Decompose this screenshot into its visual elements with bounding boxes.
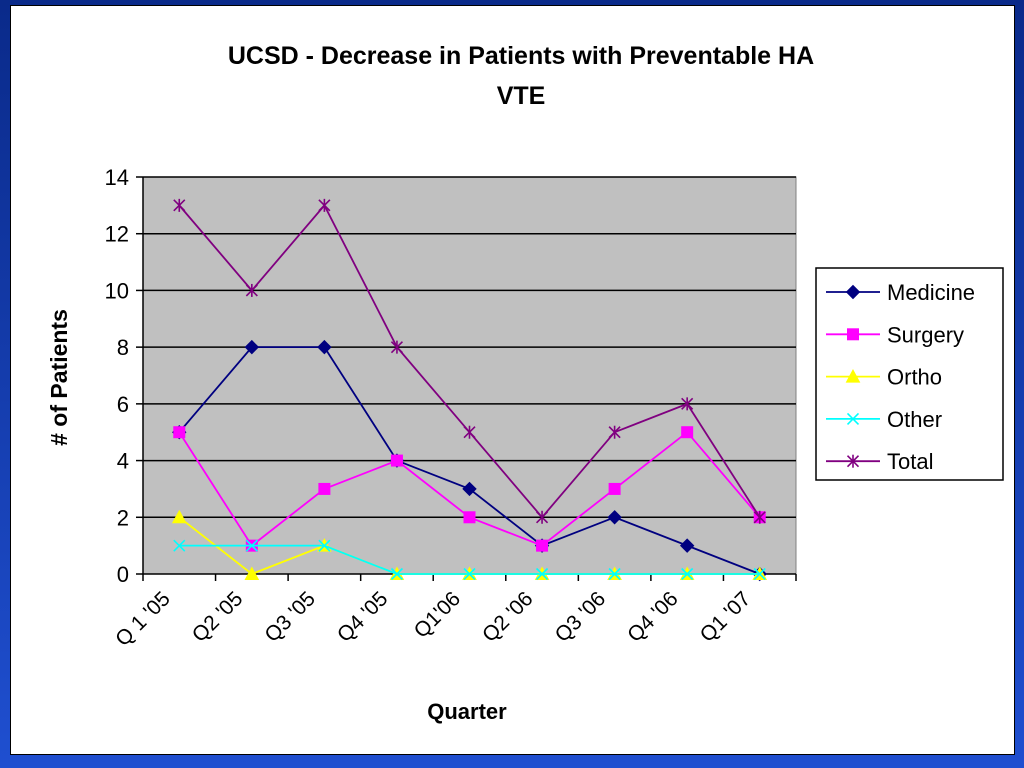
series-total-point [173,198,186,212]
series-total-point [463,425,476,439]
series-surgery-point [681,426,694,439]
series-surgery-point [536,539,549,552]
series-total-point [318,198,331,212]
series-total-point [535,510,549,524]
y-tick-label: 8 [117,335,129,360]
legend-item-ortho: Ortho [826,365,942,390]
series-other-point [753,567,766,581]
plot-area [142,176,797,575]
series-other-point [681,567,694,581]
series-total-point [245,283,258,297]
series-surgery-point [318,482,331,495]
x-tick-label: Q2 '06 [478,587,538,647]
series-other-point [173,539,186,552]
series-other [173,539,766,581]
x-mark-stroke [318,539,331,552]
legend-item-other: Other [826,407,942,432]
y-tick-label: 0 [117,562,129,587]
x-mark-stroke [535,567,549,581]
legend-swatch-marker [847,328,859,341]
y-tick-label: 6 [117,392,129,417]
x-tick-label: Q3 '05 [260,587,320,647]
series-medicine-point [607,510,622,525]
series-surgery-point [463,511,476,524]
y-tick-label: 10 [105,278,129,303]
series-ortho-point [171,509,187,524]
legend-item-surgery: Surgery [826,322,964,347]
series-medicine-point [679,538,695,553]
series-other-point [245,539,258,552]
legend-label-total: Total [887,449,933,474]
series-medicine-point [244,339,260,355]
x-mark-stroke [463,567,476,581]
legend-item-total: Total [826,449,933,474]
series-other-point [390,567,404,581]
series-other-point [535,567,549,581]
legend-swatch-marker [846,412,860,425]
series-other-point [463,567,476,581]
series-total [173,198,766,524]
series-total-point [681,397,694,411]
x-tick-label: Q4 '05 [333,587,393,647]
legend-label-other: Other [887,407,942,432]
x-tick-label: Q1'06 [410,587,465,642]
series-other-point [608,567,621,581]
x-mark-stroke [753,567,766,581]
series-other-point [318,539,331,552]
legend-swatch-marker [845,369,861,383]
series-surgery-point [173,426,186,439]
legend-label-medicine: Medicine [887,280,975,305]
series-total-point [608,425,621,439]
x-mark-stroke [173,539,186,552]
series-medicine-point [462,481,477,497]
chart-title: UCSD - Decrease in Patients with Prevent… [121,36,921,116]
legend-swatch-marker [845,284,861,300]
y-tick-label: 4 [117,449,129,474]
x-tick-label: Q3 '06 [551,587,611,647]
y-axis-title: # of Patients [46,309,72,446]
legend-label-surgery: Surgery [887,322,964,347]
x-axis-title: Quarter [427,699,507,724]
y-tick-label: 2 [117,505,129,530]
legend: Medicine Surgery Ortho Other Total [815,267,1004,481]
series-total-point [390,340,404,354]
series-total-point [753,510,766,524]
legend-swatch-marker [846,454,860,468]
chart-title-line-1: UCSD - Decrease in Patients with Prevent… [227,42,815,70]
y-tick-label: 12 [105,222,129,247]
x-tick-label: Q2 '05 [188,587,248,647]
x-mark-stroke [390,567,404,581]
legend-item-medicine: Medicine [826,280,975,305]
x-tick-label: Q1 '07 [696,587,756,647]
x-tick-label: Q4 '06 [623,587,683,647]
legend-box [815,267,1004,481]
x-mark-stroke [846,412,860,425]
series-surgery-point [608,482,621,495]
series-surgery-point [390,454,403,467]
series-ortho-point [244,566,260,580]
y-tick-label: 14 [105,165,129,190]
chart-title-line-2: VTE [496,82,546,110]
x-mark-stroke [681,567,694,581]
series-medicine-point [317,339,332,355]
x-mark-stroke [608,567,621,581]
series-group [171,198,768,582]
x-tick-label: Q 1 '05 [111,587,175,651]
legend-label-ortho: Ortho [887,365,942,390]
x-mark-stroke [245,539,258,552]
